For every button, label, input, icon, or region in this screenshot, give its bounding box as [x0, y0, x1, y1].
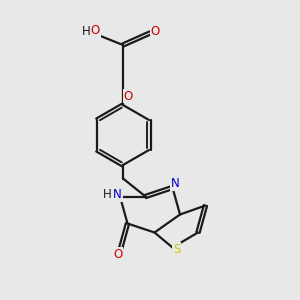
Text: O: O	[151, 25, 160, 38]
Text: S: S	[173, 243, 180, 256]
Text: H: H	[82, 25, 91, 38]
Text: H: H	[103, 188, 112, 202]
Text: O: O	[91, 24, 100, 37]
Text: O: O	[124, 89, 133, 103]
Text: N: N	[113, 188, 122, 202]
Text: N: N	[170, 177, 179, 190]
Text: O: O	[113, 248, 122, 261]
